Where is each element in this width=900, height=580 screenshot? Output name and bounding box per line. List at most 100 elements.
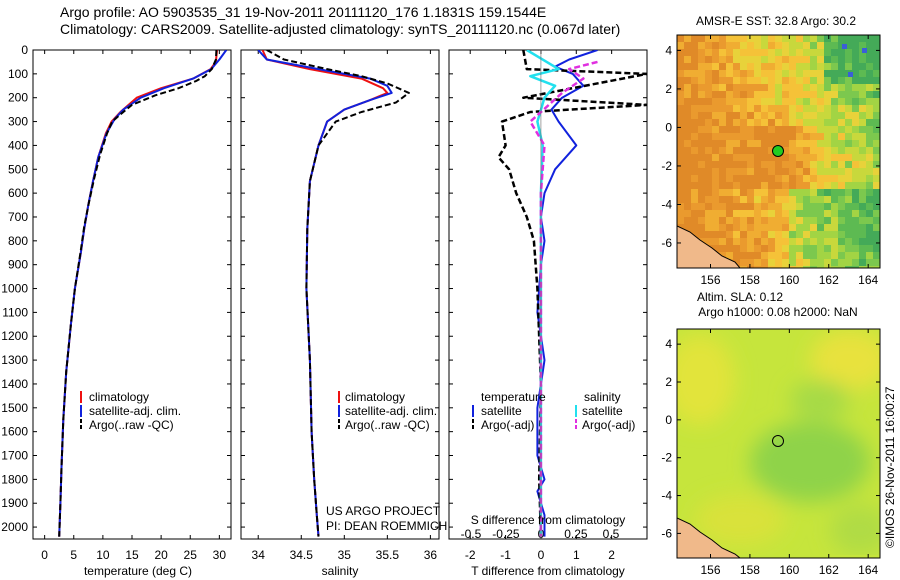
sst-cell — [838, 203, 845, 210]
sst-cell — [817, 49, 824, 56]
sst-cell — [677, 210, 684, 217]
sst-cell — [803, 49, 810, 56]
sst-cell — [761, 210, 768, 217]
difference-legend: temperature salinity satellite Argo(-adj… — [472, 390, 635, 432]
sst-cell — [754, 182, 761, 189]
sst-cell — [726, 168, 733, 175]
sst-cell — [859, 105, 866, 112]
sst-cell — [803, 168, 810, 175]
sst-cell — [712, 217, 719, 224]
sst-cell — [768, 182, 775, 189]
plot-title-line-1: Argo profile: AO 5903535_31 19-Nov-2011 … — [60, 4, 547, 20]
sst-cell — [866, 182, 873, 189]
sst-cell — [824, 266, 831, 268]
sst-cell — [698, 154, 705, 161]
sst-cell — [684, 161, 691, 168]
sst-cell — [733, 112, 740, 119]
sst-cell — [866, 140, 873, 147]
sst-cell — [852, 56, 859, 63]
sst-cell — [775, 252, 782, 259]
sst-cell — [852, 252, 859, 259]
sst-cell — [810, 210, 817, 217]
sst-cell — [698, 77, 705, 84]
sst-cell — [845, 182, 852, 189]
sst-cell — [845, 203, 852, 210]
sst-cell — [733, 63, 740, 70]
lon-tick-label: 156 — [700, 273, 720, 287]
sst-cell — [873, 70, 880, 77]
sst-cell — [789, 196, 796, 203]
sst-cell — [831, 217, 838, 224]
sst-cell — [726, 49, 733, 56]
sst-cell — [719, 154, 726, 161]
sst-cell — [712, 203, 719, 210]
lat-tick-label: 2 — [665, 375, 672, 389]
sst-cell — [845, 231, 852, 238]
sst-cell — [866, 196, 873, 203]
sst-cell — [803, 196, 810, 203]
sst-cell — [838, 210, 845, 217]
sst-cell — [712, 91, 719, 98]
lat-tick-label: 4 — [665, 337, 672, 351]
sst-cell — [831, 161, 838, 168]
depth-tick-label: 1100 — [2, 305, 28, 319]
sst-cell — [852, 245, 859, 252]
sst-cell — [698, 168, 705, 175]
sst-cell — [754, 42, 761, 49]
sst-cell — [789, 245, 796, 252]
sst-cell — [684, 224, 691, 231]
sst-cell — [691, 56, 698, 63]
sst-cell — [740, 210, 747, 217]
sst-cell — [873, 182, 880, 189]
sst-cell — [768, 140, 775, 147]
sst-cell — [852, 210, 859, 217]
sst-cell — [796, 182, 803, 189]
sst-cell — [817, 168, 824, 175]
sst-map-title: AMSR-E SST: 32.8 Argo: 30.2 — [696, 14, 856, 28]
sst-cell — [761, 119, 768, 126]
sst-cell — [740, 175, 747, 182]
sst-cell — [775, 231, 782, 238]
sst-cell — [691, 70, 698, 77]
depth-tick-label: 2000 — [1, 520, 28, 534]
sst-cell — [782, 91, 789, 98]
sst-cell — [733, 147, 740, 154]
sst-cell — [684, 91, 691, 98]
sst-cell — [796, 42, 803, 49]
sst-cell — [845, 266, 852, 268]
sst-cell — [796, 196, 803, 203]
salinity-satellite-line — [257, 50, 393, 537]
sst-cell — [733, 224, 740, 231]
sst-cell — [859, 56, 866, 63]
sst-cell — [761, 252, 768, 259]
sst-cell — [831, 42, 838, 49]
sst-cell — [754, 147, 761, 154]
sst-cell — [803, 224, 810, 231]
sst-cell — [726, 112, 733, 119]
sst-cell — [817, 182, 824, 189]
sst-cell — [705, 231, 712, 238]
sst-cell — [845, 42, 852, 49]
sst-cell — [845, 98, 852, 105]
sst-cell — [782, 161, 789, 168]
sst-cell — [831, 105, 838, 112]
sst-cell — [866, 91, 873, 98]
sst-cell — [775, 182, 782, 189]
sst-cell — [684, 140, 691, 147]
sst-cell — [824, 140, 831, 147]
sst-cell — [761, 217, 768, 224]
sst-cell — [866, 203, 873, 210]
temperature-panel: 0100200300400500600700800900100011001200… — [1, 43, 232, 578]
sst-cell — [859, 147, 866, 154]
sst-cell — [789, 35, 796, 42]
sst-cell — [684, 189, 691, 196]
sst-cell — [691, 84, 698, 91]
sst-cell — [761, 154, 768, 161]
sst-cell — [789, 70, 796, 77]
sst-cell — [810, 203, 817, 210]
sst-cell — [761, 42, 768, 49]
sst-cell — [810, 70, 817, 77]
sst-cell — [740, 259, 747, 266]
sst-cell — [866, 217, 873, 224]
sst-cell — [775, 105, 782, 112]
